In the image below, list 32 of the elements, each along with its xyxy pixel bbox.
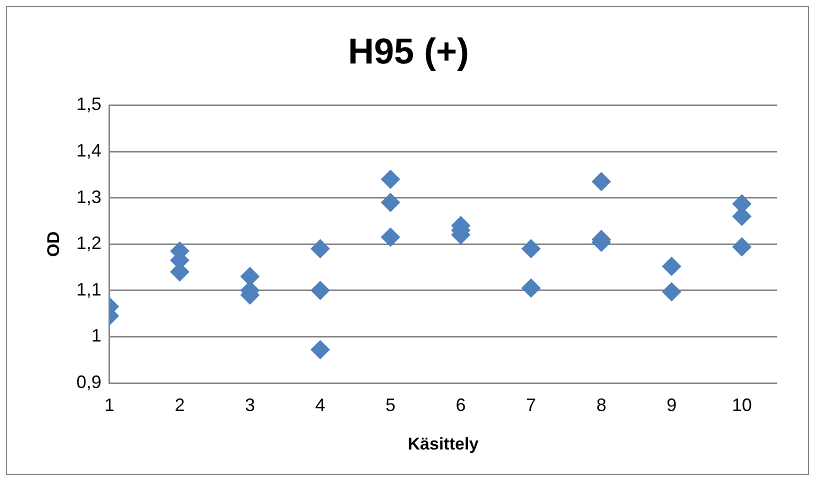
- point: [522, 278, 541, 298]
- x-tick-label: 7: [526, 394, 536, 415]
- y-axis-title: OD: [44, 231, 63, 257]
- y-tick-label: 1,5: [76, 94, 102, 114]
- x-axis-title: Käsittely: [408, 434, 480, 454]
- y-tick-label: 1,4: [76, 140, 102, 160]
- x-tick-label: 3: [244, 394, 255, 415]
- y-tick-label: 1,2: [76, 233, 102, 254]
- point: [522, 239, 541, 258]
- x-tick-label: 4: [315, 394, 326, 415]
- point: [381, 228, 400, 247]
- x-tick-label: 10: [732, 394, 752, 415]
- point: [381, 192, 400, 212]
- x-tick-label: 8: [596, 394, 606, 415]
- y-tick-label: 1,3: [76, 186, 102, 207]
- chart-title: H95 (+): [348, 30, 470, 72]
- point: [310, 280, 330, 300]
- x-tick-label: 5: [386, 394, 396, 415]
- y-tick-label: 0,9: [76, 372, 102, 392]
- x-tick-label: 9: [666, 394, 677, 415]
- x-tick-label: 2: [174, 394, 185, 415]
- point: [310, 340, 330, 360]
- point: [662, 256, 682, 276]
- point: [732, 237, 752, 256]
- point: [662, 282, 682, 302]
- x-tick-label: 1: [104, 394, 114, 415]
- y-tick-label: 1,1: [76, 279, 102, 300]
- y-tick-label: 1: [91, 326, 102, 346]
- point: [310, 239, 330, 258]
- x-tick-label: 6: [456, 394, 466, 415]
- point: [592, 172, 611, 192]
- point: [381, 170, 400, 189]
